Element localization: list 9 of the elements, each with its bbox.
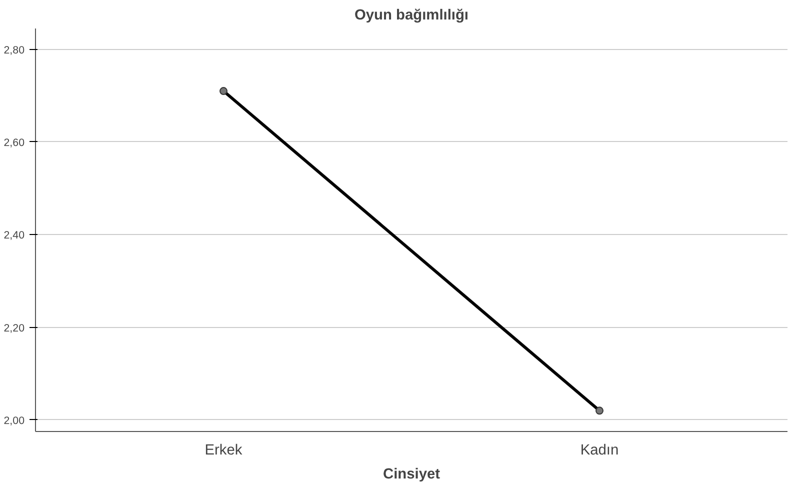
chart-title: Oyun bağımlılığı [354,8,469,24]
x-axis-title: Cinsiyet [382,466,440,482]
x-tick-label: Kadın [580,442,619,458]
y-tick-label: 2,20 [4,322,25,334]
y-tick-label: 2,80 [4,44,25,56]
x-tick-label: Erkek [204,442,243,458]
y-tick-label: 2,00 [4,414,25,427]
y-tick-label: 2,40 [4,230,25,242]
y-tick-label: 2,60 [4,136,25,149]
